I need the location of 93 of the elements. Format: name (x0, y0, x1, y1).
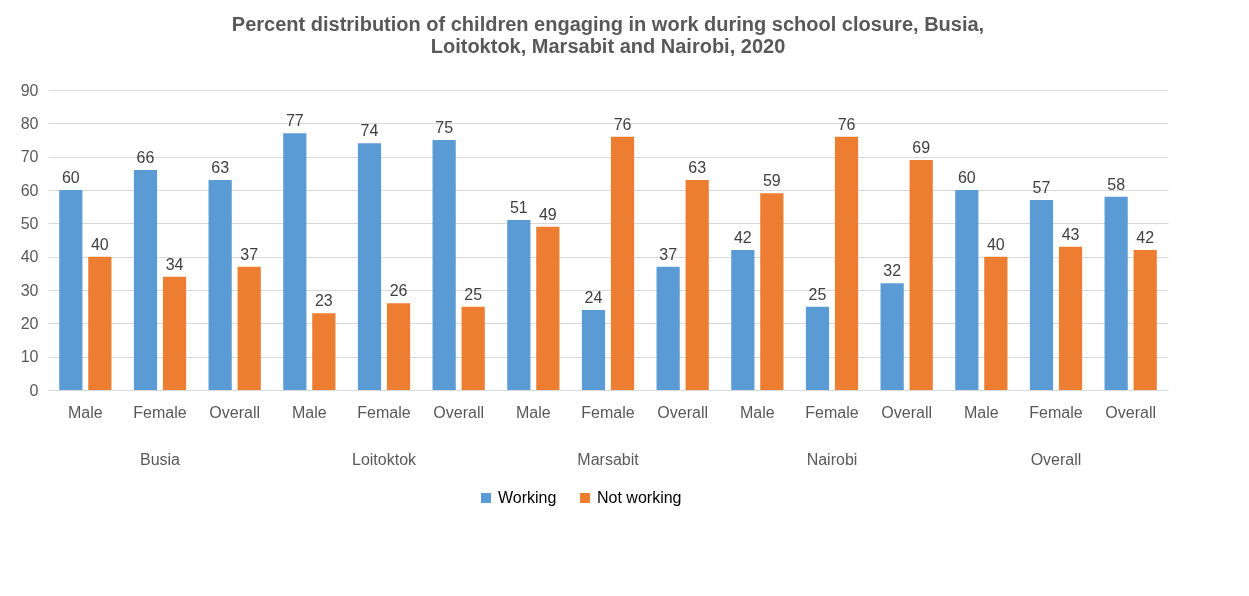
x-tick-label: Male (515, 403, 551, 421)
y-tick-label: 20 (20, 314, 39, 332)
text: Loitoktok (351, 451, 418, 468)
x-tick-label: Overall (657, 403, 709, 421)
data-label: 63 (688, 159, 707, 176)
data-label: 25 (808, 285, 827, 303)
data-label: 49 (538, 205, 557, 223)
bar (162, 276, 187, 390)
data-label: 57 (1032, 179, 1051, 196)
y-tick-label: 70 (20, 148, 39, 166)
x-tick-label: Overall (1105, 403, 1157, 421)
data-label: 69 (912, 139, 931, 156)
data-label: 51 (509, 199, 528, 216)
data-label: 42 (1136, 229, 1155, 246)
bar (88, 256, 112, 390)
bar (507, 220, 531, 390)
data-label: 58 (1107, 175, 1126, 193)
bar (805, 306, 830, 390)
data-label: 24 (584, 289, 603, 306)
bar (581, 310, 606, 390)
data-label: 40 (90, 235, 109, 253)
x-tick-label: Male (291, 403, 327, 421)
x-tick-label: Overall (433, 403, 485, 421)
x-tick-label: Female (133, 403, 187, 421)
bar (1133, 250, 1157, 390)
bar (955, 190, 979, 390)
y-tick-label: 90 (20, 81, 39, 99)
x-tick-label: Female (1029, 403, 1083, 421)
text: Busia (139, 451, 181, 468)
bar (909, 160, 933, 390)
x-tick-label: Overall (209, 403, 261, 421)
chart-title: Percent distribution of children engaging in work during school closure, Busia, Loitoktok, Marsabit and Nairobi, 2020 (231, 13, 985, 57)
bar (386, 303, 411, 390)
bar (984, 256, 1008, 390)
data-label: 23 (314, 292, 333, 310)
legend-label: Not working (597, 489, 682, 506)
data-label: 76 (837, 115, 856, 133)
bar (461, 306, 485, 390)
data-label: 37 (659, 245, 678, 263)
x-tick-label: Male (963, 403, 999, 421)
y-tick-label: 0 (29, 381, 39, 399)
x-tick-label: Overall (881, 403, 933, 421)
data-label: 32 (883, 262, 902, 280)
bar (312, 313, 336, 390)
y-tick-label: 80 (20, 114, 39, 132)
bar (656, 266, 680, 390)
data-label: 66 (136, 149, 155, 166)
data-label: 74 (360, 122, 379, 140)
bar (357, 143, 382, 390)
x-tick-label: Female (805, 403, 859, 421)
data-label: 43 (1061, 225, 1080, 243)
data-label: 26 (389, 282, 408, 300)
data-label: 63 (211, 159, 230, 176)
bar (432, 140, 456, 390)
x-tick-label: Male (67, 403, 103, 421)
bar (880, 283, 904, 390)
data-label: 37 (240, 245, 259, 263)
data-label: 76 (613, 115, 632, 133)
data-label: 40 (986, 235, 1005, 253)
y-tick-label: 40 (20, 248, 39, 266)
y-tick-label: 30 (20, 281, 39, 299)
bar (610, 136, 635, 390)
text: Marsabit (577, 451, 640, 468)
data-label: 60 (957, 169, 976, 186)
data-label: 34 (165, 255, 184, 273)
y-tick-label: 60 (20, 181, 39, 199)
x-tick-label: Female (357, 403, 411, 421)
data-label: 77 (285, 112, 304, 130)
legend-label: Working (498, 489, 557, 506)
y-tick-label: 10 (20, 348, 39, 366)
bar (1058, 246, 1083, 390)
y-tick-label: 50 (20, 214, 39, 232)
bar (760, 193, 784, 390)
data-label: 60 (61, 169, 80, 186)
bar (834, 136, 859, 390)
data-label: 42 (733, 229, 752, 246)
bar (208, 180, 232, 390)
text: Overall (1030, 451, 1082, 468)
bar (536, 226, 560, 390)
x-tick-label: Male (739, 403, 775, 421)
x-tick-label: Female (581, 403, 635, 421)
bar (731, 250, 755, 390)
bar (283, 133, 307, 390)
data-label: 25 (464, 285, 483, 303)
bar (133, 170, 158, 390)
bar (1029, 200, 1054, 390)
bar (237, 266, 261, 390)
bar (59, 190, 83, 390)
bar (685, 180, 709, 390)
data-label: 75 (435, 119, 454, 136)
bar (1104, 196, 1128, 390)
text: Nairobi (806, 451, 858, 468)
data-label: 59 (762, 172, 781, 190)
